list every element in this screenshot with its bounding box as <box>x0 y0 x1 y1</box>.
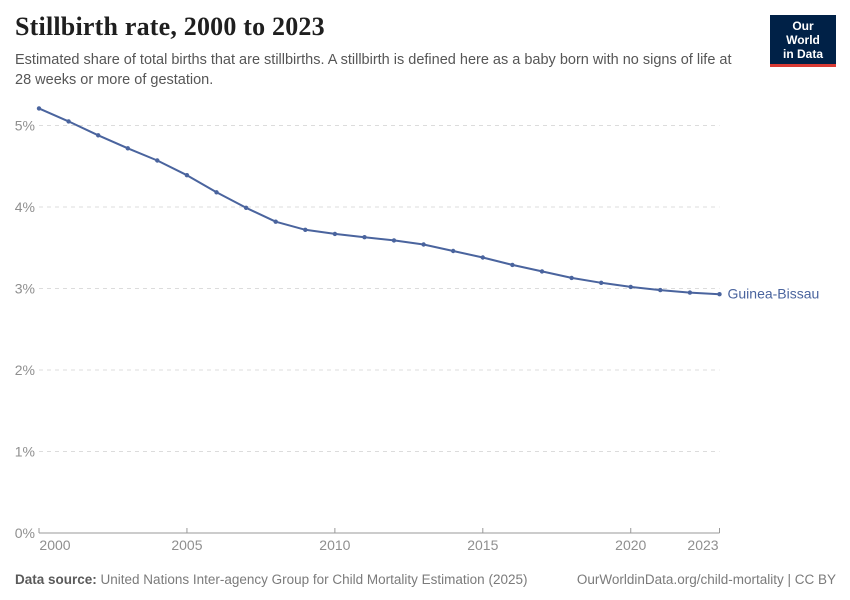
data-point-2010[interactable] <box>332 231 338 237</box>
data-point-2012[interactable] <box>391 238 397 243</box>
x-tick-label-2010: 2010 <box>319 537 350 553</box>
data-point-2001[interactable] <box>66 119 71 124</box>
data-point-2009[interactable] <box>303 227 308 232</box>
data-source-label: Data source: <box>15 572 97 588</box>
data-point-2023[interactable] <box>717 292 722 297</box>
data-source: Data source: United Nations Inter-agency… <box>15 571 527 589</box>
data-point-2016[interactable] <box>510 262 515 268</box>
data-point-2022[interactable] <box>687 290 693 295</box>
data-point-2005[interactable] <box>184 173 190 178</box>
data-point-2002[interactable] <box>96 133 101 138</box>
y-tick-label-5pct: 5% <box>15 118 35 134</box>
y-tick-label-3pct: 3% <box>15 281 35 297</box>
data-point-2013[interactable] <box>421 242 426 247</box>
x-tick-label-2020: 2020 <box>615 537 646 553</box>
y-tick-label-0pct: 0% <box>15 525 35 541</box>
data-point-2004[interactable] <box>155 158 160 163</box>
chart-header: Stillbirth rate, 2000 to 2023 Our World … <box>15 12 836 91</box>
chart-footer: Data source: United Nations Inter-agency… <box>15 571 836 589</box>
y-tick-label-1pct: 1% <box>15 444 35 460</box>
data-point-2008[interactable] <box>273 219 278 224</box>
data-line-guinea-bissau[interactable] <box>38 107 721 296</box>
data-point-2017[interactable] <box>539 269 545 274</box>
x-tick-label-2015: 2015 <box>467 537 498 553</box>
entity-label[interactable]: Guinea-Bissau <box>728 286 820 302</box>
data-point-2014[interactable] <box>451 248 456 254</box>
data-point-2019[interactable] <box>599 280 604 285</box>
page-title: Stillbirth rate, 2000 to 2023 <box>15 12 325 41</box>
y-tick-label-4pct: 4% <box>15 199 35 215</box>
data-point-2003[interactable] <box>125 146 130 151</box>
data-point-2021[interactable] <box>658 287 663 293</box>
chart-subtitle: Estimated share of total births that are… <box>15 51 732 89</box>
owid-logo[interactable]: Our World in Data <box>770 15 836 68</box>
data-point-2018[interactable] <box>569 275 574 281</box>
data-point-2015[interactable] <box>480 255 485 260</box>
data-source-text: United Nations Inter-agency Group for Ch… <box>96 572 528 588</box>
data-point-2006[interactable] <box>214 190 219 195</box>
data-point-2011[interactable] <box>362 235 367 240</box>
data-point-2000[interactable] <box>36 106 42 111</box>
data-point-2007[interactable] <box>243 205 249 210</box>
owid-logo-line2: in Data <box>782 47 823 62</box>
data-point-2020[interactable] <box>628 284 633 290</box>
owid-logo-line1: Our World <box>786 19 820 48</box>
x-tick-label-2000: 2000 <box>39 537 70 553</box>
x-tick-label-2023: 2023 <box>687 537 718 553</box>
owid-link[interactable]: OurWorldinData.org/child-mortality | CC … <box>576 572 836 588</box>
x-tick-label-2005: 2005 <box>171 537 202 553</box>
y-tick-label-2pct: 2% <box>15 362 35 378</box>
